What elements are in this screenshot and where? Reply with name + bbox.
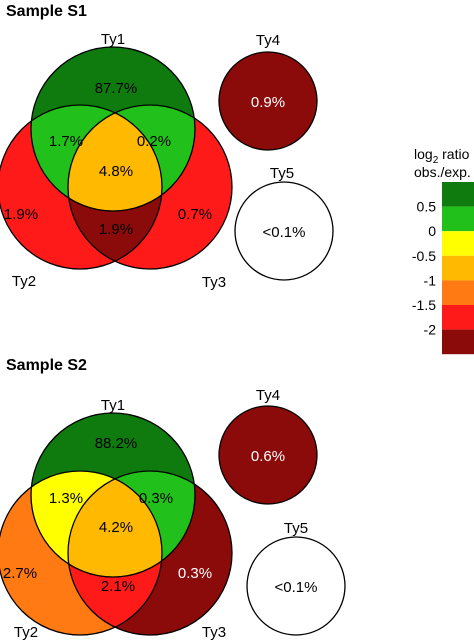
s2-ty4-circle xyxy=(218,405,318,505)
s1-ty1-ty2-value: 1.7% xyxy=(49,133,83,150)
s1-ty4-value: 0.9% xyxy=(251,94,285,111)
s2-ty1-ty3-value: 0.3% xyxy=(139,490,173,507)
s2-ty3-only-value: 0.3% xyxy=(178,565,212,582)
s2-ty5-label: Ty5 xyxy=(284,520,308,537)
legend-tick-label: 0 xyxy=(428,223,436,239)
s2-region-ty1-ty2-ty3 xyxy=(68,471,162,577)
s1-ty2-outline xyxy=(0,104,163,270)
s2-ty1-ty2-ty3-value: 4.2% xyxy=(99,519,133,536)
s2-ty5-value: <0.1% xyxy=(275,579,318,596)
legend-swatch xyxy=(442,305,474,330)
legend-tick-label: -1.5 xyxy=(412,297,436,313)
s1-region-ty1-ty2-ty3 xyxy=(68,105,162,211)
legend-tick-label: 0.5 xyxy=(417,199,437,215)
color-scale-legend: log2 ratio obs./exp. 0.5 0 -0.5 -1 -1.5 -2 xyxy=(412,146,474,355)
s2-ty1-only-value: 88.2% xyxy=(95,435,138,452)
s1-ty1-ty3-value: 0.2% xyxy=(137,133,171,150)
legend-swatch xyxy=(442,329,474,355)
s1-ty2-only-value: 1.9% xyxy=(4,206,38,223)
s1-ty1-outline xyxy=(30,46,196,212)
s2-ty2-outline xyxy=(0,470,163,636)
sample-s1-title: Sample S1 xyxy=(6,3,87,20)
legend-title-line1: log2 ratio xyxy=(414,146,470,166)
s1-ty4-circle xyxy=(218,51,318,151)
legend-ticks: 0.5 0 -0.5 -1 -1.5 -2 xyxy=(412,199,436,338)
s2-ty4-label: Ty4 xyxy=(256,387,280,404)
s2-ty5-circle xyxy=(246,536,346,636)
s1-ty3-only-value: 0.7% xyxy=(178,206,212,223)
s1-ty3-label: Ty3 xyxy=(202,274,226,291)
s2-ty2-only-value: 2.7% xyxy=(3,565,37,582)
s1-ty1-only-value: 87.7% xyxy=(95,80,138,97)
s1-ty3-outline xyxy=(67,104,233,270)
s1-ty4-label: Ty4 xyxy=(256,32,280,49)
s1-ty2-label: Ty2 xyxy=(12,273,36,290)
s1-ty2-ty3-value: 1.9% xyxy=(99,221,133,238)
legend-swatches xyxy=(442,182,474,355)
s2-ty3-label: Ty3 xyxy=(202,624,226,641)
s1-ty1-label: Ty1 xyxy=(101,31,125,48)
s2-ty3-outline xyxy=(67,470,233,636)
s2-ty4-value: 0.6% xyxy=(251,448,285,465)
s1-ty5-value: <0.1% xyxy=(263,224,306,241)
s2-ty2-label: Ty2 xyxy=(14,624,38,641)
s1-ty5-label: Ty5 xyxy=(270,165,294,182)
legend-swatch xyxy=(442,280,474,305)
sample-s1: Sample S1 Ty xyxy=(0,3,334,291)
legend-title-line2: obs./exp. xyxy=(414,164,471,180)
sample-s2-title: Sample S2 xyxy=(6,357,87,374)
s2-ty1-ty2-value: 1.3% xyxy=(49,490,83,507)
legend-tick-label: -0.5 xyxy=(412,248,436,264)
legend-tick-label: -2 xyxy=(424,322,437,338)
s2-ty1-label: Ty1 xyxy=(101,397,125,414)
s1-ty1-ty2-ty3-value: 4.8% xyxy=(99,163,133,180)
s2-ty1-outline xyxy=(30,412,196,578)
legend-swatch xyxy=(442,255,474,281)
s1-ty5-circle xyxy=(234,181,334,281)
legend-swatch xyxy=(442,182,474,207)
legend-tick-label: -1 xyxy=(424,272,437,288)
s2-ty2-ty3-value: 2.1% xyxy=(101,578,135,595)
sample-s2: Sample S2 Ty1 Ty2 Ty3 xyxy=(0,357,346,641)
legend-swatch xyxy=(442,231,474,256)
legend-swatch xyxy=(442,206,474,232)
